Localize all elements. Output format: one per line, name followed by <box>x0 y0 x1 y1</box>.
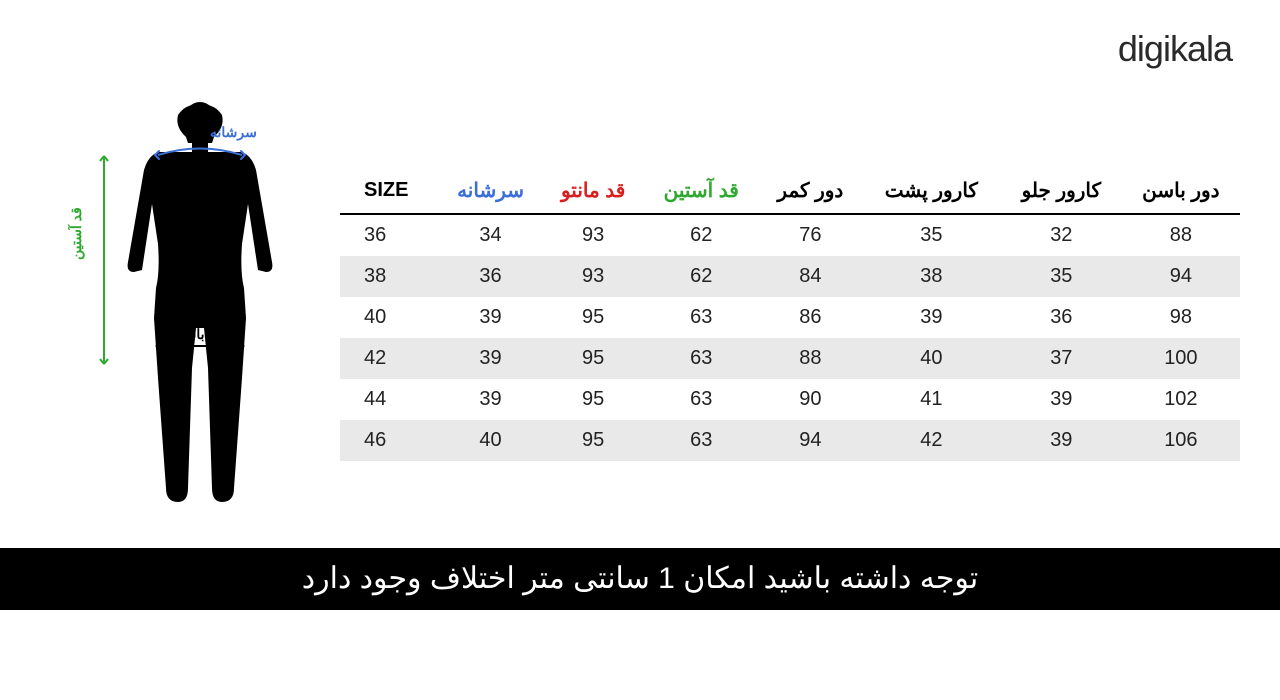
table-header-cell: دور باسن <box>1122 170 1240 214</box>
table-cell: 39 <box>1001 420 1122 461</box>
table-cell: 106 <box>1122 420 1240 461</box>
silhouette-svg <box>60 100 320 540</box>
table-cell: 38 <box>340 256 438 297</box>
table-cell: 36 <box>1001 297 1122 338</box>
table-cell: 93 <box>543 214 644 256</box>
table-header-row: SIZEسرشانهقد مانتوقد آستیندور کمرکارور پ… <box>340 170 1240 214</box>
table-cell: 94 <box>1122 256 1240 297</box>
table-cell: 37 <box>1001 338 1122 379</box>
brand-logo: digikala <box>1118 28 1232 70</box>
table-cell: 84 <box>759 256 862 297</box>
table-row: 3836936284383594 <box>340 256 1240 297</box>
body-silhouette: سرشانه کارور پشت و جلو دور کمر دور باسن … <box>60 100 320 540</box>
table-cell: 35 <box>862 214 1001 256</box>
table-cell: 63 <box>644 338 759 379</box>
table-header-cell: قد آستین <box>644 170 759 214</box>
table-cell: 95 <box>543 297 644 338</box>
table-cell: 39 <box>438 338 542 379</box>
table-header-cell: SIZE <box>340 170 438 214</box>
label-hip: دور باسن <box>174 326 228 343</box>
table-cell: 42 <box>862 420 1001 461</box>
tolerance-notice: توجه داشته باشید امکان 1 سانتی متر اختلا… <box>0 548 1280 610</box>
table-cell: 44 <box>340 379 438 420</box>
table-row: 3634936276353288 <box>340 214 1240 256</box>
label-back-front: کارور پشت و جلو <box>166 178 231 212</box>
table-cell: 40 <box>438 420 542 461</box>
table-cell: 98 <box>1122 297 1240 338</box>
table-row: 44399563904139102 <box>340 379 1240 420</box>
label-sleeve: قد آستین <box>68 207 85 260</box>
size-table: SIZEسرشانهقد مانتوقد آستیندور کمرکارور پ… <box>340 170 1240 461</box>
table-cell: 39 <box>1001 379 1122 420</box>
table-cell: 46 <box>340 420 438 461</box>
table-cell: 95 <box>543 420 644 461</box>
table-cell: 93 <box>543 256 644 297</box>
table-cell: 63 <box>644 420 759 461</box>
table-cell: 100 <box>1122 338 1240 379</box>
table-cell: 34 <box>438 214 542 256</box>
table-cell: 102 <box>1122 379 1240 420</box>
label-shoulder: سرشانه <box>210 124 257 141</box>
table-cell: 86 <box>759 297 862 338</box>
table-cell: 88 <box>1122 214 1240 256</box>
table-cell: 94 <box>759 420 862 461</box>
table-cell: 36 <box>340 214 438 256</box>
table-header-cell: کارور پشت <box>862 170 1001 214</box>
table-cell: 42 <box>340 338 438 379</box>
table-cell: 39 <box>438 297 542 338</box>
table-cell: 32 <box>1001 214 1122 256</box>
table-row: 46409563944239106 <box>340 420 1240 461</box>
table-cell: 40 <box>340 297 438 338</box>
table-header-cell: سرشانه <box>438 170 542 214</box>
table-row: 4039956386393698 <box>340 297 1240 338</box>
table-cell: 38 <box>862 256 1001 297</box>
table-cell: 36 <box>438 256 542 297</box>
table-cell: 39 <box>862 297 1001 338</box>
table-header-cell: قد مانتو <box>543 170 644 214</box>
table-cell: 62 <box>644 256 759 297</box>
table-cell: 40 <box>862 338 1001 379</box>
table-cell: 95 <box>543 338 644 379</box>
table-cell: 63 <box>644 379 759 420</box>
table-cell: 90 <box>759 379 862 420</box>
table-cell: 39 <box>438 379 542 420</box>
table-row: 42399563884037100 <box>340 338 1240 379</box>
size-chart-panel: سرشانه کارور پشت و جلو دور کمر دور باسن … <box>0 100 1280 530</box>
table-cell: 63 <box>644 297 759 338</box>
table-cell: 41 <box>862 379 1001 420</box>
table-header-cell: کارور جلو <box>1001 170 1122 214</box>
label-waist: دور کمر <box>182 248 228 265</box>
table-cell: 62 <box>644 214 759 256</box>
table-cell: 76 <box>759 214 862 256</box>
table-cell: 88 <box>759 338 862 379</box>
table-cell: 35 <box>1001 256 1122 297</box>
table-cell: 95 <box>543 379 644 420</box>
table-header-cell: دور کمر <box>759 170 862 214</box>
